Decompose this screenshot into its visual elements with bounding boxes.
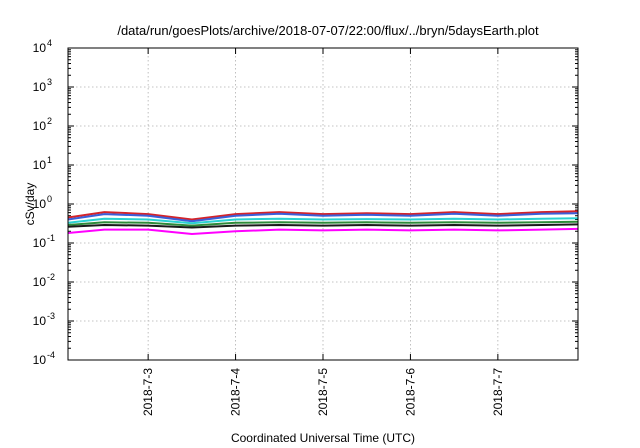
y-tick-exponent: -2 xyxy=(47,272,55,282)
plot-frame xyxy=(67,47,579,361)
y-tick-label: 10 xyxy=(33,314,47,328)
x-axis-label: Coordinated Universal Time (UTC) xyxy=(231,431,415,445)
y-tick-label: 10 xyxy=(33,236,47,250)
y-tick-label: 10 xyxy=(33,119,47,133)
y-tick-exponent: 3 xyxy=(47,77,52,87)
y-tick-exponent: -3 xyxy=(47,311,55,321)
x-tick-labels: 2018-7-3 2018-7-4 2018-7-5 2018-7-6 2018-7-7 xyxy=(141,368,505,416)
x-tick-label: 2018-7-5 xyxy=(316,368,330,416)
series-line-3 xyxy=(68,217,578,225)
y-tick-label: 10 xyxy=(33,197,47,211)
y-tick-label: 10 xyxy=(33,41,47,55)
y-tick-exponent: 0 xyxy=(47,194,52,204)
x-tick-label: 2018-7-4 xyxy=(229,368,243,416)
series-line-4 xyxy=(68,220,578,227)
series-line-1 xyxy=(68,210,578,221)
series-line-6 xyxy=(68,227,578,235)
x-tick-label: 2018-7-3 xyxy=(141,368,155,416)
series-line-5 xyxy=(68,223,578,229)
grid xyxy=(68,47,578,361)
series-line-2 xyxy=(68,212,578,223)
y-tick-label: 10 xyxy=(33,275,47,289)
y-tick-label: 10 xyxy=(33,353,47,367)
series-group xyxy=(68,210,578,235)
y-tick-exponent: 1 xyxy=(47,155,52,165)
y-axis-label: cSv/day xyxy=(23,183,37,226)
y-tick-exponent: 2 xyxy=(47,116,52,126)
chart-title: /data/run/goesPlots/archive/2018-07-07/2… xyxy=(117,23,539,38)
y-tick-exponent: 4 xyxy=(47,38,52,48)
y-tick-label: 10 xyxy=(33,80,47,94)
x-tick-label: 2018-7-6 xyxy=(403,368,417,416)
y-tick-label: 10 xyxy=(33,158,47,172)
y-tick-exponent: -1 xyxy=(47,233,55,243)
x-tick-label: 2018-7-7 xyxy=(491,368,505,416)
y-tick-exponent: -4 xyxy=(47,350,55,360)
